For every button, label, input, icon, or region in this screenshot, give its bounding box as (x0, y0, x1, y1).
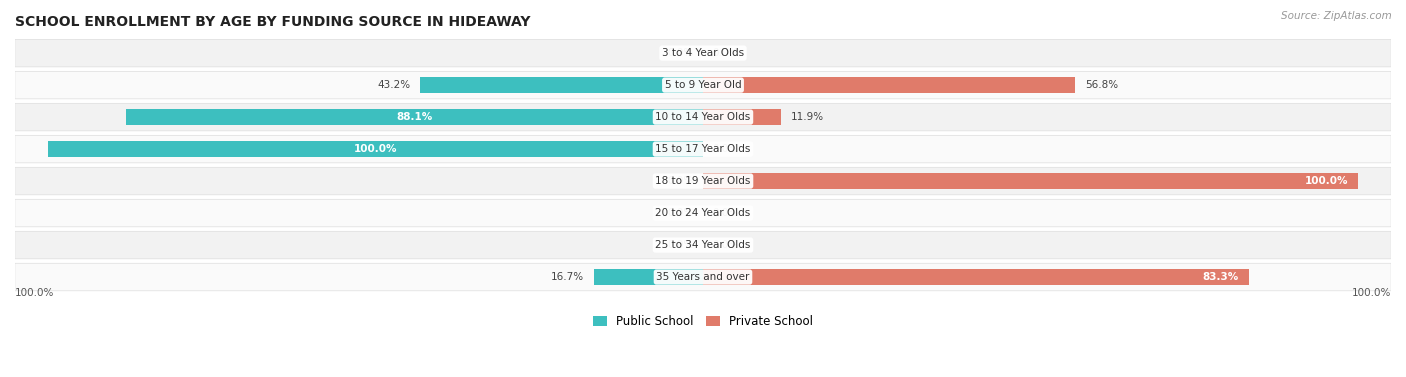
Legend: Public School, Private School: Public School, Private School (588, 311, 818, 333)
Text: Source: ZipAtlas.com: Source: ZipAtlas.com (1281, 11, 1392, 21)
FancyBboxPatch shape (15, 263, 1391, 291)
Text: 100.0%: 100.0% (1351, 288, 1391, 298)
Bar (593, 269, 703, 285)
FancyBboxPatch shape (15, 167, 1391, 195)
Text: 5 to 9 Year Old: 5 to 9 Year Old (665, 80, 741, 90)
Text: 0.0%: 0.0% (666, 176, 693, 186)
Text: 0.0%: 0.0% (666, 240, 693, 250)
Text: 0.0%: 0.0% (713, 48, 740, 58)
Text: 100.0%: 100.0% (354, 144, 396, 154)
Text: 15 to 17 Year Olds: 15 to 17 Year Olds (655, 144, 751, 154)
Text: 25 to 34 Year Olds: 25 to 34 Year Olds (655, 240, 751, 250)
FancyBboxPatch shape (15, 39, 1391, 67)
Text: 43.2%: 43.2% (377, 80, 411, 90)
Text: 10 to 14 Year Olds: 10 to 14 Year Olds (655, 112, 751, 122)
Text: 3 to 4 Year Olds: 3 to 4 Year Olds (662, 48, 744, 58)
FancyBboxPatch shape (15, 71, 1391, 99)
FancyBboxPatch shape (15, 231, 1391, 259)
Bar (703, 173, 1358, 189)
Text: 20 to 24 Year Olds: 20 to 24 Year Olds (655, 208, 751, 218)
Text: 0.0%: 0.0% (713, 208, 740, 218)
FancyBboxPatch shape (15, 135, 1391, 163)
Text: 0.0%: 0.0% (666, 48, 693, 58)
Text: SCHOOL ENROLLMENT BY AGE BY FUNDING SOURCE IN HIDEAWAY: SCHOOL ENROLLMENT BY AGE BY FUNDING SOUR… (15, 15, 530, 29)
Text: 35 Years and over: 35 Years and over (657, 272, 749, 282)
Text: 18 to 19 Year Olds: 18 to 19 Year Olds (655, 176, 751, 186)
Bar (703, 269, 1249, 285)
Text: 88.1%: 88.1% (396, 112, 433, 122)
Bar (703, 77, 1076, 93)
Bar (420, 77, 703, 93)
Text: 83.3%: 83.3% (1202, 272, 1239, 282)
Bar (48, 141, 703, 157)
FancyBboxPatch shape (15, 103, 1391, 131)
Text: 16.7%: 16.7% (551, 272, 583, 282)
Text: 11.9%: 11.9% (790, 112, 824, 122)
Bar (703, 109, 780, 126)
Text: 0.0%: 0.0% (666, 208, 693, 218)
Text: 100.0%: 100.0% (1305, 176, 1348, 186)
Text: 56.8%: 56.8% (1085, 80, 1118, 90)
Text: 0.0%: 0.0% (713, 144, 740, 154)
FancyBboxPatch shape (15, 199, 1391, 227)
Text: 100.0%: 100.0% (15, 288, 55, 298)
Bar (125, 109, 703, 126)
Text: 0.0%: 0.0% (713, 240, 740, 250)
